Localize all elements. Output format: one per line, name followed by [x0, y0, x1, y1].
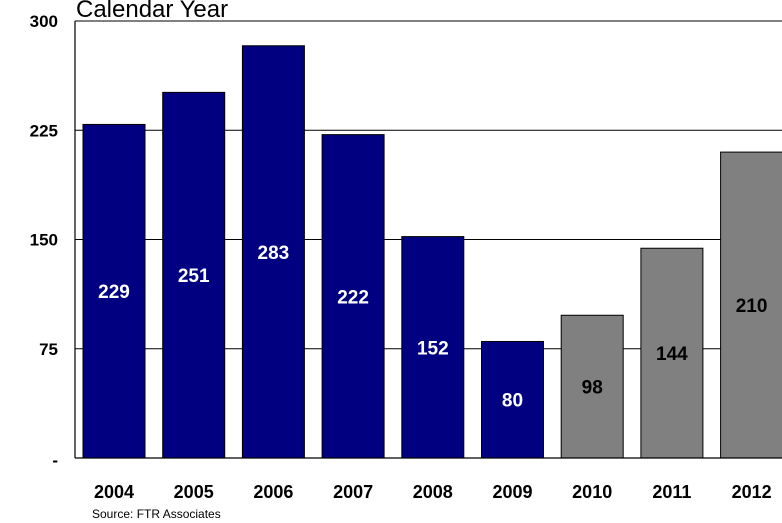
x-tick-label: 2004 [94, 482, 134, 502]
x-tick-label: 2010 [572, 482, 612, 502]
source-note: Source: FTR Associates [92, 507, 221, 521]
y-tick-label: 150 [30, 231, 58, 250]
data-label: 210 [736, 296, 768, 317]
data-label: 80 [502, 391, 523, 412]
data-label: 283 [258, 243, 290, 264]
bar-2010 [560, 314, 624, 459]
y-tick-labels: - 75 150 225 300 [30, 12, 58, 470]
x-tick-label: 2009 [492, 482, 532, 502]
bar-2005 [162, 91, 226, 459]
bar-2004 [82, 123, 146, 459]
data-label: 251 [178, 266, 210, 287]
y-tick-label: 300 [30, 12, 58, 31]
axes [74, 20, 782, 459]
y-tick-label: 225 [30, 121, 58, 140]
x-tick-labels: 2004 2005 2006 2007 2008 2009 2010 2011 2012 [94, 482, 772, 502]
x-tick-label: 2005 [174, 482, 214, 502]
bar-2012 [720, 151, 782, 459]
bar-2011 [640, 247, 704, 459]
bar-2007 [321, 134, 385, 459]
bar-2006 [241, 45, 305, 459]
y-tick-label: - [52, 451, 58, 470]
x-tick-label: 2007 [333, 482, 373, 502]
x-tick-label: 2011 [652, 482, 691, 502]
data-label: 98 [582, 378, 603, 399]
y-tick-label: 75 [39, 340, 58, 359]
x-tick-label: 2012 [732, 482, 772, 502]
data-label: 152 [417, 338, 449, 359]
x-tick-label: 2008 [413, 482, 453, 502]
chart-title: Calendar Year [76, 0, 228, 23]
data-label: 229 [98, 282, 130, 303]
data-labels: 229 251 283 222 152 80 98 144 210 [98, 243, 767, 412]
data-label: 144 [656, 344, 688, 365]
x-tick-label: 2006 [253, 482, 293, 502]
data-label: 222 [337, 287, 369, 308]
bars [82, 45, 782, 459]
